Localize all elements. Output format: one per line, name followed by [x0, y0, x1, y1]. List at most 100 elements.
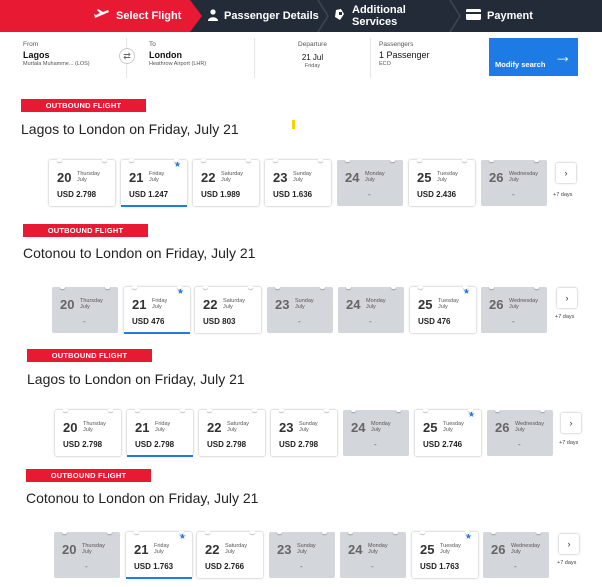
date-card: 24 Monday July - [340, 531, 406, 578]
date-day: 21 [129, 170, 144, 185]
step-label: Additional Services [352, 4, 406, 28]
date-day: 26 [495, 420, 510, 435]
modify-search-button[interactable]: Modify search → [489, 38, 578, 76]
no-price: - [85, 562, 88, 571]
date-card[interactable]: 21 Friday July USD 1.247 ★ [121, 159, 187, 207]
date-day: 22 [205, 542, 220, 557]
date-day: 24 [351, 420, 366, 435]
no-price: - [518, 440, 521, 449]
date-card[interactable]: 22 Saturday July USD 2.798 [199, 409, 265, 456]
date-card: 26 Wednesday July - [487, 409, 553, 456]
date-card[interactable]: 23 Sunday July USD 1.636 [265, 159, 331, 206]
date-price: USD 1.763 [420, 562, 460, 571]
date-card[interactable]: 21 Friday July USD 1.763 ★ [126, 531, 192, 579]
step-passenger-details[interactable]: Passenger Details [190, 0, 320, 32]
chevron-right-icon[interactable]: › [556, 163, 576, 183]
date-card[interactable]: 22 Saturday July USD 2.766 [197, 531, 263, 578]
date-weekday-month: Sunday July [299, 421, 318, 433]
no-price: - [371, 562, 374, 571]
date-card[interactable]: 22 Saturday July USD 1.989 [193, 159, 259, 206]
star-icon: ★ [176, 287, 184, 296]
date-price: USD 2.798 [57, 190, 97, 199]
date-card[interactable]: 22 Saturday July USD 803 [195, 286, 261, 333]
step-payment[interactable]: Payment [452, 0, 602, 32]
date-card[interactable]: 25 Tuesday July USD 1.763 ★ [412, 531, 478, 578]
outbound-flight-badge: OUTBOUND FLIGHT [26, 469, 151, 482]
date-weekday-month: Wednesday July [509, 298, 538, 310]
date-month: July [293, 177, 303, 183]
step-select-flight[interactable]: Select Flight [0, 0, 202, 32]
date-weekday-month: Wednesday July [509, 171, 538, 183]
date-month: July [368, 549, 378, 555]
selected-indicator [127, 455, 193, 457]
date-card[interactable]: 25 Tuesday July USD 2.746 ★ [415, 409, 481, 456]
date-month: July [295, 304, 305, 310]
date-month: July [80, 304, 90, 310]
date-weekday-month: Tuesday July [443, 421, 464, 433]
date-card: 23 Sunday July - [267, 286, 333, 333]
date-price: USD 1.989 [201, 190, 241, 199]
passengers-label: Passengers [379, 41, 414, 48]
date-weekday-month: Thursday July [82, 543, 105, 555]
date-month: July [77, 177, 87, 183]
modify-search-label: Modify search [495, 59, 546, 69]
date-card[interactable]: 20 Thursday July USD 2.798 [49, 159, 115, 206]
date-day: 26 [491, 542, 506, 557]
star-icon: ★ [464, 532, 472, 541]
date-price: USD 476 [132, 317, 165, 326]
star-icon: ★ [173, 160, 181, 169]
date-month: July [365, 177, 375, 183]
date-month: July [83, 427, 93, 433]
date-card[interactable]: 21 Friday July USD 476 ★ [124, 286, 190, 334]
search-summary: From Lagos Murtala Muhamme... (LOS) ⇄ To… [15, 38, 587, 78]
date-month: July [371, 427, 381, 433]
date-card[interactable]: 21 Friday July USD 2.798 [127, 409, 193, 457]
date-card[interactable]: 25 Tuesday July USD 2.436 [409, 159, 475, 206]
selected-indicator [124, 332, 190, 334]
departure-field[interactable]: Departure 21 Jul Friday [255, 38, 371, 78]
date-day: 26 [489, 297, 504, 312]
date-weekday-month: Friday July [149, 171, 164, 183]
route-title: Cotonou to London on Friday, July 21 [23, 245, 256, 261]
date-month: July [299, 427, 309, 433]
chevron-right-icon[interactable]: › [557, 288, 577, 308]
step-label: Select Flight [116, 10, 182, 22]
date-card[interactable]: 23 Sunday July USD 2.798 [271, 409, 337, 456]
date-month: July [155, 427, 165, 433]
no-price: - [300, 562, 303, 571]
date-month: July [443, 427, 453, 433]
date-day: 21 [135, 420, 150, 435]
chevron-right-icon[interactable]: › [559, 534, 579, 554]
cursor-mark [292, 120, 295, 129]
date-weekday: Monday [365, 171, 385, 177]
date-day: 22 [201, 170, 216, 185]
date-day: 25 [420, 542, 435, 557]
date-day: 20 [57, 170, 72, 185]
date-price: USD 2.798 [279, 440, 319, 449]
date-card[interactable]: 25 Tuesday July USD 476 ★ [410, 286, 476, 333]
date-day: 26 [489, 170, 504, 185]
to-field[interactable]: To London Heathrow Airport (LHR) [127, 38, 255, 78]
from-field[interactable]: From Lagos Murtala Muhamme... (LOS) ⇄ [15, 38, 135, 78]
date-weekday: Wednesday [511, 543, 540, 549]
date-month: July [152, 304, 162, 310]
outbound-flight-badge: OUTBOUND FLIGHT [21, 99, 146, 112]
date-weekday-month: Friday July [152, 298, 167, 310]
passengers-field[interactable]: Passengers 1 Passenger ECO [371, 38, 489, 78]
swap-icon[interactable]: ⇄ [119, 48, 135, 64]
date-day: 20 [60, 297, 75, 312]
date-weekday: Friday [155, 421, 171, 427]
cabin-class: ECO [379, 61, 391, 67]
outbound-flight-badge: OUTBOUND FLIGHT [27, 349, 152, 362]
chevron-right-icon[interactable]: › [561, 413, 581, 433]
no-price: - [368, 190, 371, 199]
no-price: - [298, 317, 301, 326]
services-icon [334, 8, 346, 24]
no-price: - [374, 440, 377, 449]
date-month: July [437, 177, 447, 183]
date-weekday-month: Friday July [155, 421, 170, 433]
date-card[interactable]: 20 Thursday July USD 2.798 [55, 409, 121, 456]
step-additional-services[interactable]: Additional Services [320, 0, 452, 32]
departure-date: 21 Jul [301, 53, 324, 62]
date-weekday: Friday [152, 298, 168, 304]
